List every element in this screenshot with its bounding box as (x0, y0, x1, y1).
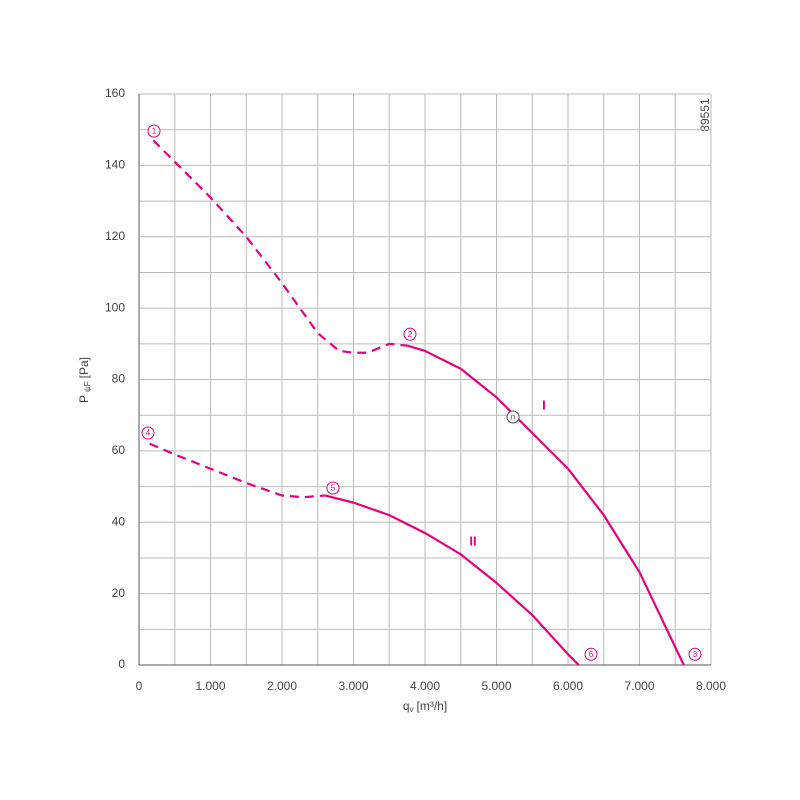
x-label-unit: [m³/h] (417, 699, 448, 713)
y-tick-label: 120 (105, 229, 125, 243)
point-label: 4 (146, 429, 151, 438)
x-tick-label: 5.000 (481, 679, 511, 693)
point-label: 1 (152, 127, 157, 136)
curve-dashed (152, 139, 408, 354)
y-tick-label: 100 (105, 300, 125, 314)
curve-solid (324, 494, 580, 666)
point-marker (506, 410, 520, 424)
x-axis-label: qv [m³/h] (403, 699, 447, 714)
x-tick-label: 1.000 (195, 679, 225, 693)
x-tick-label: 6.000 (553, 679, 583, 693)
x-tick-label: 2.000 (267, 679, 297, 693)
point-label: 3 (693, 650, 698, 659)
y-label-sub: ψF (83, 381, 92, 392)
y-tick-label: 80 (112, 372, 126, 386)
y-tick-label: 140 (105, 158, 125, 172)
curve-solid (406, 344, 685, 666)
y-label-main: P (77, 395, 91, 403)
point-label: 2 (408, 330, 413, 339)
x-tick-label: 4.000 (410, 679, 440, 693)
y-tick-label: 0 (118, 657, 125, 671)
code: 89551 (698, 98, 712, 132)
x-tick-label: 7.000 (624, 679, 654, 693)
y-axis-label: PψF [Pa] (77, 357, 92, 403)
curve-label: I (542, 398, 546, 413)
x-tick-label: 3.000 (338, 679, 368, 693)
point-label: 6 (589, 650, 594, 659)
x-tick-label: 0 (136, 679, 143, 693)
y-tick-label: 60 (112, 443, 126, 457)
y-tick-label: 20 (112, 586, 126, 600)
point-marker (403, 327, 417, 341)
point-marker (584, 647, 598, 661)
point-marker (688, 647, 702, 661)
point-label: n (511, 413, 515, 422)
point-marker (147, 124, 161, 138)
x-label-main: q (403, 699, 410, 713)
y-tick-label: 160 (105, 86, 125, 100)
point-marker (326, 481, 340, 495)
point-label: 5 (331, 484, 336, 493)
point-marker (141, 426, 155, 440)
x-label-sub: v (410, 705, 414, 714)
x-tick-label: 8.000 (696, 679, 726, 693)
y-tick-label: 40 (112, 514, 126, 528)
curve-label: II (469, 533, 476, 548)
y-label-unit: [Pa] (77, 357, 91, 378)
